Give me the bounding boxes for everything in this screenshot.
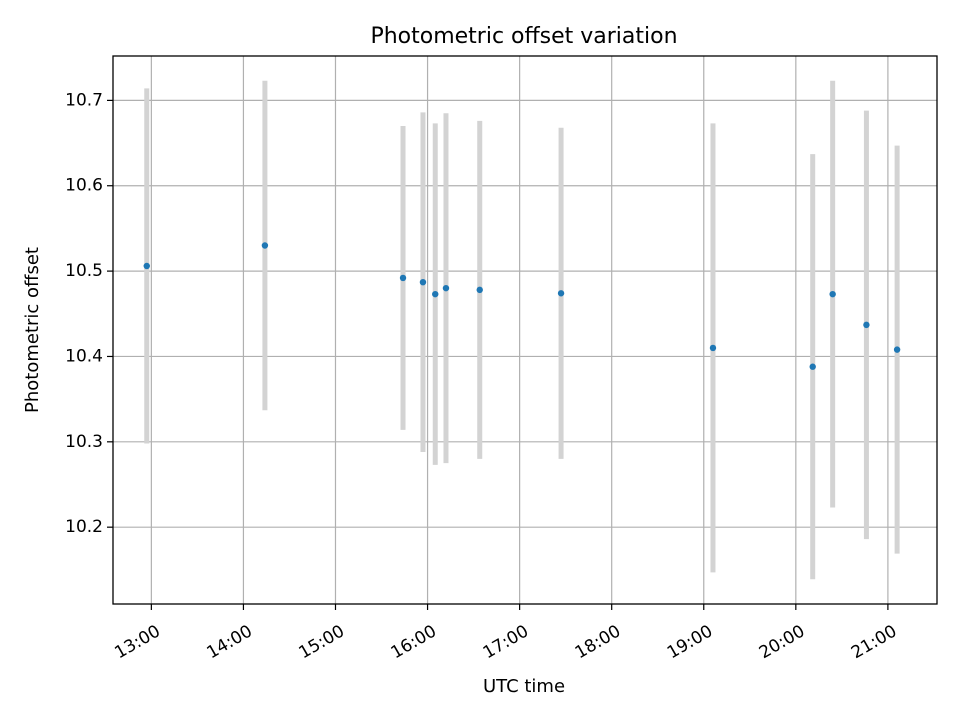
data-point [809,363,816,370]
y-tick-label: 10.4 [65,346,103,366]
data-point [709,344,717,352]
x-tick-label: 17:00 [480,621,532,663]
grid [113,56,937,604]
x-tick-label: 19:00 [664,621,716,663]
x-axis-ticks: 13:00 14:00 15:00 16:00 17:00 18:00 19:00 20:00… [111,604,900,663]
x-tick-label: 18:00 [572,621,624,663]
data-point [419,278,427,286]
x-tick-label: 20:00 [756,621,808,663]
x-tick-label: 13:00 [111,621,163,663]
data-point [143,262,150,270]
y-axis-ticks: 10.2 10.3 10.4 10.5 10.6 10.7 [65,90,113,537]
data-point [829,290,836,298]
error-bars [144,80,900,580]
y-tick-label: 10.7 [65,90,103,110]
x-tick-label: 16:00 [388,621,440,663]
y-tick-label: 10.6 [65,176,103,196]
data-points [143,242,901,370]
y-axis-label: Photometric offset [22,247,43,413]
data-point [261,242,269,249]
y-tick-label: 10.5 [65,261,103,281]
data-point [863,321,870,329]
data-point [476,286,483,294]
y-tick-label: 10.2 [65,517,103,537]
data-point [432,290,439,298]
x-tick-label: 15:00 [296,621,348,663]
data-point [399,274,407,282]
plot-frame [112,55,938,605]
x-tick-label: 21:00 [848,621,900,663]
chart-title: Photometric offset variation [370,24,677,49]
y-tick-label: 10.3 [65,432,103,452]
data-point [557,290,565,297]
data-point [893,346,901,353]
data-point [442,284,450,292]
x-tick-label: 14:00 [203,621,255,663]
x-axis-label: UTC time [483,676,565,697]
